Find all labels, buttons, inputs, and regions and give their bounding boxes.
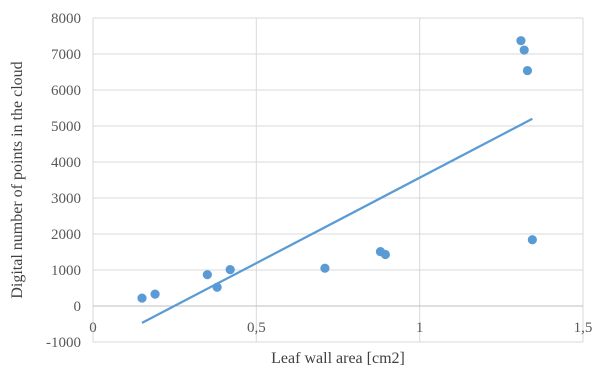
data-point bbox=[137, 293, 147, 303]
data-point bbox=[516, 36, 526, 46]
x-tick-label: 0,5 bbox=[247, 320, 266, 336]
y-axis-title: Digital number of points in the cloud bbox=[9, 61, 26, 298]
data-point bbox=[212, 282, 222, 292]
data-point bbox=[380, 249, 390, 260]
trendline bbox=[141, 117, 533, 324]
data-point bbox=[225, 265, 235, 275]
y-tick-label: 2000 bbox=[51, 227, 81, 243]
data-point bbox=[320, 263, 330, 273]
data-point bbox=[519, 45, 529, 55]
data-point bbox=[522, 65, 533, 76]
trendline-layer bbox=[141, 117, 533, 324]
data-point bbox=[150, 289, 160, 299]
y-tick-label: 3000 bbox=[51, 191, 81, 207]
y-tick-label: 6000 bbox=[51, 83, 81, 99]
y-tick-label: 5000 bbox=[51, 119, 81, 135]
data-point bbox=[202, 270, 212, 280]
grid-lines bbox=[92, 17, 584, 343]
y-tick-label: 1000 bbox=[51, 263, 81, 279]
y-tick-label: 4000 bbox=[51, 155, 81, 171]
y-tick-label: 8000 bbox=[51, 11, 81, 27]
y-tick-label: 7000 bbox=[51, 47, 81, 63]
data-points bbox=[137, 36, 537, 303]
y-tick-label: -1000 bbox=[46, 335, 81, 351]
x-axis-title: Leaf wall area [cm2] bbox=[271, 350, 405, 367]
data-point bbox=[527, 235, 537, 245]
x-tick-label: 0 bbox=[89, 320, 97, 336]
tick-labels: -1000 0 1000 2000 3000 4000 5000 6000 7000 8000 0 0… bbox=[46, 11, 592, 351]
x-tick-label: 1,5 bbox=[574, 320, 593, 336]
y-tick-label: 0 bbox=[74, 299, 82, 315]
x-tick-label: 1 bbox=[416, 320, 424, 336]
